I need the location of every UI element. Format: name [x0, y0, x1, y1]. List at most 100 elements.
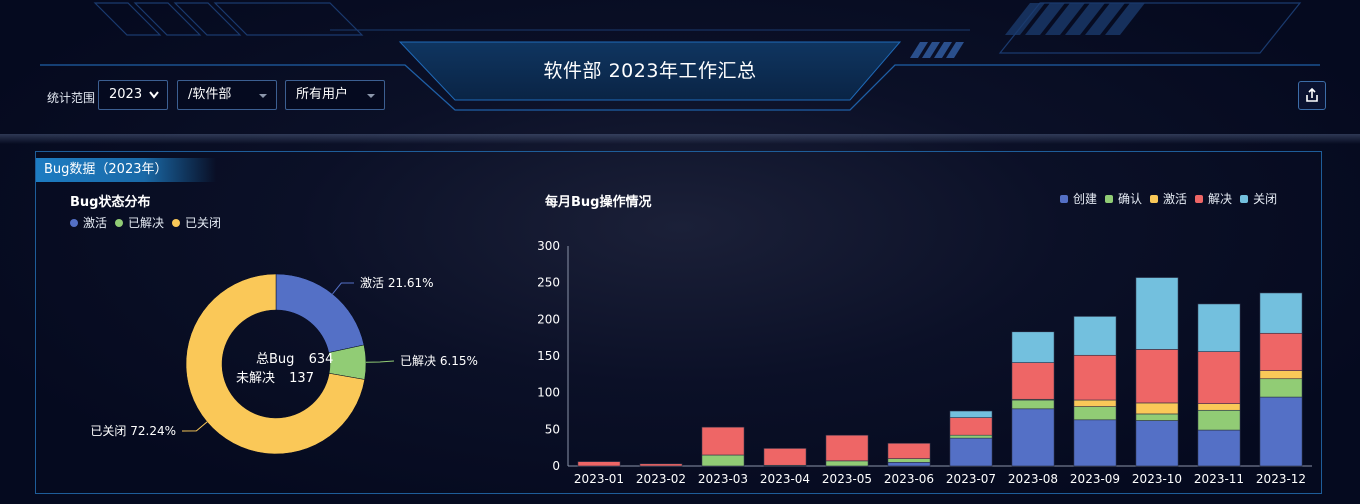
- bar-segment[interactable]: [701, 454, 745, 467]
- y-tick-label: 300: [537, 239, 560, 253]
- bar-segment[interactable]: [763, 448, 807, 466]
- center-open-value: 137: [289, 371, 314, 386]
- pie-slice[interactable]: [185, 273, 365, 455]
- y-tick-label: 0: [552, 459, 560, 473]
- bar-segment[interactable]: [577, 461, 621, 467]
- legend-label: 激活: [83, 216, 108, 230]
- legend-swatch: [1240, 194, 1249, 203]
- pie-legend-item[interactable]: 已解决: [115, 214, 164, 231]
- legend-label: 激活: [1163, 192, 1188, 206]
- x-tick-label: 2023-11: [1194, 472, 1244, 486]
- center-label-total: 总Bug 634: [256, 352, 333, 367]
- legend-label: 解决: [1208, 192, 1233, 206]
- bar-segment[interactable]: [1135, 349, 1179, 404]
- y-tick-label: 150: [537, 349, 560, 363]
- x-tick-label: 2023-10: [1132, 472, 1182, 486]
- bar-chart: 0 50 100 150 200 250 300 2023-01 2023-02 2023-03 2…: [537, 239, 1312, 486]
- bar-segment[interactable]: [887, 458, 931, 463]
- bar-legend-item[interactable]: 确认: [1105, 190, 1142, 207]
- x-tick-label: 2023-04: [760, 472, 810, 486]
- x-tick-label: 2023-08: [1008, 472, 1058, 486]
- bar-segment[interactable]: [1259, 292, 1303, 334]
- bug-data-panel: [35, 151, 1322, 494]
- bar-legend-item[interactable]: 创建: [1060, 190, 1097, 207]
- bar-segment[interactable]: [887, 442, 931, 459]
- legend-dot: [70, 218, 78, 227]
- bar-segment[interactable]: [949, 417, 993, 436]
- bar-segment[interactable]: [1197, 409, 1241, 431]
- bar-segment[interactable]: [887, 462, 931, 467]
- pie-slice-label: 激活 21.61%: [360, 276, 434, 290]
- export-icon: [1306, 87, 1318, 102]
- year-select[interactable]: 2023: [98, 80, 168, 110]
- bar-legend-item[interactable]: 解决: [1195, 190, 1232, 207]
- chevron-down-icon: [149, 81, 159, 121]
- bar-segment[interactable]: [1259, 378, 1303, 398]
- bar-segment[interactable]: [1259, 332, 1303, 371]
- bar-segment[interactable]: [1073, 406, 1117, 421]
- dept-select[interactable]: /软件部: [177, 80, 277, 110]
- bar-chart-title: 每月Bug操作情况: [545, 195, 652, 210]
- pie-chart: 激活 21.61% 已解决 6.15% 已关闭 72.24% 总Bug 634 未解…: [90, 273, 478, 455]
- bar-segment[interactable]: [1073, 316, 1117, 356]
- export-button[interactable]: [1298, 81, 1326, 110]
- bar-segment[interactable]: [1197, 403, 1241, 411]
- legend-swatch: [1105, 194, 1114, 203]
- center-label-open: 未解决 137: [236, 371, 314, 386]
- bar-segment[interactable]: [1135, 277, 1179, 350]
- bar-segment[interactable]: [1197, 303, 1241, 352]
- center-open-name: 未解决: [236, 371, 275, 386]
- legend-label: 创建: [1073, 192, 1098, 206]
- bar-legend-item[interactable]: 关闭: [1240, 190, 1277, 207]
- pie-label-line: [181, 421, 208, 432]
- bar-segment[interactable]: [1259, 396, 1303, 467]
- bar-segment[interactable]: [1011, 408, 1055, 467]
- pie-legend-item[interactable]: 激活: [70, 214, 107, 231]
- x-tick-label: 2023-03: [698, 472, 748, 486]
- legend-label: 已关闭: [185, 216, 222, 230]
- page-title: 软件部 2023年工作汇总: [543, 60, 757, 82]
- bar-segment[interactable]: [1259, 370, 1303, 380]
- legend-label: 已解决: [128, 216, 165, 230]
- y-tick-label: 250: [537, 276, 560, 290]
- y-tick-label: 100: [537, 386, 560, 400]
- user-select[interactable]: 所有用户: [285, 80, 385, 110]
- bar-segment[interactable]: [949, 410, 993, 418]
- bar-segment[interactable]: [1011, 362, 1055, 400]
- bar-segment[interactable]: [1073, 419, 1117, 467]
- bar-segment[interactable]: [1135, 420, 1179, 467]
- bar-segment[interactable]: [1073, 399, 1117, 407]
- x-tick-label: 2023-07: [946, 472, 996, 486]
- bar-segment[interactable]: [1011, 331, 1055, 363]
- pie-slice-label: 已关闭 72.24%: [90, 424, 176, 438]
- x-tick-label: 2023-02: [636, 472, 686, 486]
- legend-label: 关闭: [1253, 192, 1278, 206]
- bar-segment[interactable]: [1197, 351, 1241, 404]
- legend-swatch: [1150, 194, 1159, 203]
- pie-slice[interactable]: [275, 273, 365, 353]
- legend-swatch: [1060, 194, 1068, 203]
- pie-legend-item[interactable]: 已关闭: [172, 214, 221, 231]
- bar-segment[interactable]: [949, 437, 993, 467]
- x-tick-label: 2023-12: [1256, 472, 1306, 486]
- bar-segment[interactable]: [701, 426, 745, 456]
- bar-segment[interactable]: [1011, 399, 1055, 410]
- x-tick-label: 2023-05: [822, 472, 872, 486]
- pie-slice-label: 已解决 6.15%: [400, 354, 478, 368]
- bar-segment[interactable]: [949, 434, 993, 439]
- x-tick-label: 2023-09: [1070, 472, 1120, 486]
- bar-segment[interactable]: [1135, 402, 1179, 415]
- bar-segment[interactable]: [825, 434, 869, 462]
- panel-tab: Bug数据（2023年）: [36, 158, 216, 182]
- pie-label-line: [332, 282, 355, 295]
- bar-segment[interactable]: [1135, 413, 1179, 421]
- header-frame: [40, 2, 1320, 111]
- year-select-value: 2023: [109, 87, 143, 102]
- bar-segment[interactable]: [1197, 429, 1241, 467]
- bar-segment[interactable]: [1073, 354, 1117, 401]
- y-tick-label: 50: [545, 422, 560, 436]
- pie-legend: 激活 已解决 已关闭: [70, 214, 229, 231]
- bar-segment[interactable]: [825, 460, 869, 467]
- bar-segment[interactable]: [639, 463, 683, 467]
- bar-legend-item[interactable]: 激活: [1150, 190, 1187, 207]
